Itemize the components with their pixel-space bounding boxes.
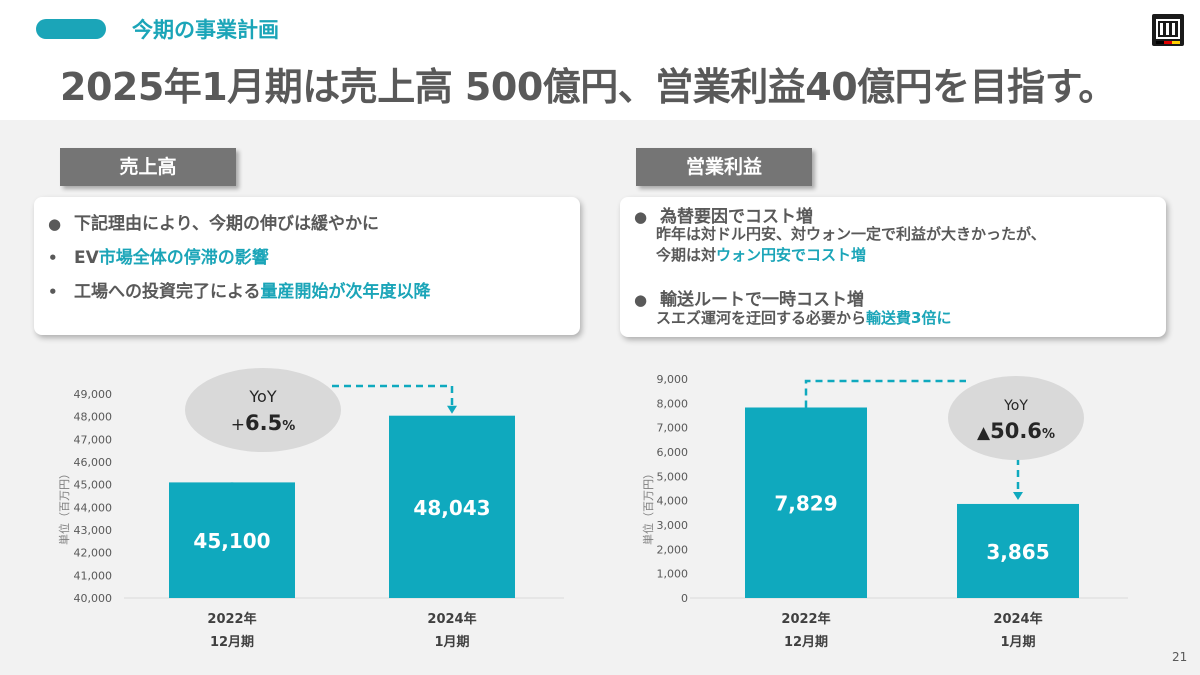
yoy-connector-line: [804, 379, 966, 408]
y-tick-label: 48,000: [74, 411, 113, 424]
profit-bullet-1: ● 為替要因でコスト増: [634, 202, 813, 227]
subtext-highlight: ウォン円安でコスト増: [716, 246, 867, 264]
arrow-down-icon: [447, 405, 457, 414]
bar-value-label: 3,865: [986, 540, 1049, 564]
yoy-label: YoY: [1003, 398, 1028, 414]
sales-reasons-card: ● 下記理由により、今期の伸びは緩やかに • EV市場全体の停滞の影響 • 工場への投…: [34, 197, 580, 335]
profit-reasons-card: ● 為替要因でコスト増 昨年は対ドル円安、対ウォン一定で利益が大きかったが、 今期…: [620, 197, 1166, 337]
y-tick-label: 0: [681, 592, 688, 605]
y-tick-label: 9,000: [657, 373, 689, 386]
y-tick-label: 41,000: [74, 569, 113, 582]
bullet-highlight: 量産開始が次年度以降: [260, 282, 431, 302]
bar-value-label: 48,043: [413, 496, 490, 520]
bullet-title: 為替要因でコスト増: [660, 207, 813, 227]
x-tick-label: 1月期: [434, 635, 469, 650]
y-tick-label: 6,000: [657, 446, 689, 459]
bullet-text: EV: [74, 248, 99, 268]
y-tick-label: 5,000: [657, 470, 689, 483]
x-tick-label: 12月期: [210, 635, 254, 650]
x-tick-label: 2022年: [781, 611, 830, 627]
x-tick-label: 2024年: [993, 611, 1042, 627]
sales-bullet-2: • EV市場全体の停滞の影響: [48, 243, 269, 268]
bar: [389, 415, 515, 598]
bar: [745, 407, 867, 598]
bar: [957, 503, 1079, 598]
arrow-down-icon: [1013, 491, 1023, 500]
profit-chart-svg: 0 1,000 2,000 3,000 4,000 5,000 6,000 7,000 8,00…: [657, 373, 1128, 650]
profit-y-axis-label: 単位（百万円）: [642, 468, 655, 545]
bullet-dot-icon: ●: [48, 215, 62, 233]
y-tick-label: 4,000: [657, 495, 689, 508]
bullet-dot-icon: •: [48, 249, 58, 267]
bullet-dot-icon: •: [48, 283, 58, 301]
yoy-bubble: [185, 368, 341, 452]
y-tick-label: 8,000: [657, 397, 689, 410]
profit-bullet-1-line-1: 昨年は対ドル円安、対ウォン一定で利益が大きかったが、: [656, 225, 1046, 243]
page-title: 2025年1月期は売上高 500億円、営業利益40億円を目指す。: [60, 65, 1116, 109]
y-tick-label: 3,000: [657, 519, 689, 532]
y-tick-label: 7,000: [657, 422, 689, 435]
bar-value-label: 7,829: [774, 492, 837, 516]
sales-y-axis-label: 単位（百万円）: [58, 468, 71, 545]
yoy-label: YoY: [248, 387, 276, 406]
yoy-value: +6.5%: [231, 411, 295, 435]
page-number: 21: [1172, 650, 1188, 664]
bar-value-label: 45,100: [193, 529, 270, 553]
company-logo-icon: [1152, 14, 1184, 46]
sales-bullet-3: • 工場への投資完了による量産開始が次年度以降: [48, 277, 431, 302]
profit-bullet-1-line-2: 今期は対ウォン円安でコスト増: [656, 244, 866, 265]
operating-profit-tag: 営業利益: [636, 148, 812, 186]
bullet-text: 下記理由により、今期の伸びは緩やかに: [74, 214, 379, 234]
sales-bullet-1: ● 下記理由により、今期の伸びは緩やかに: [48, 209, 379, 234]
y-tick-label: 49,000: [74, 388, 113, 401]
subtext-prefix: スエズ運河を迂回する必要から: [656, 309, 867, 327]
y-tick-label: 2,000: [657, 543, 689, 556]
profit-bullet-2-line-1: スエズ運河を迂回する必要から輸送費3倍に: [656, 307, 951, 328]
y-tick-label: 47,000: [74, 433, 113, 446]
x-tick-label: 12月期: [784, 635, 828, 650]
header: 今期の事業計画 2025年1月期は売上高 500億円、営業利益40億円を目指す。: [0, 0, 1200, 120]
y-tick-label: 42,000: [74, 547, 113, 560]
yoy-value: ▲50.6%: [977, 419, 1055, 443]
subtext-highlight: 輸送費3倍に: [866, 309, 952, 327]
y-tick-label: 40,000: [74, 592, 113, 605]
sales-chart-svg: 40,000 41,000 42,000 43,000 44,000 45,000 46,0…: [74, 368, 564, 650]
bullet-dot-icon: ●: [634, 208, 648, 226]
yoy-connector-line: [332, 384, 454, 406]
x-tick-label: 2022年: [207, 611, 256, 627]
subtext-prefix: 今期は対: [656, 246, 717, 264]
profit-bullet-2: ● 輸送ルートで一時コスト増: [634, 285, 864, 310]
y-tick-label: 43,000: [74, 524, 113, 537]
y-tick-label: 1,000: [657, 568, 689, 581]
bullet-dot-icon: ●: [634, 291, 648, 309]
x-tick-label: 2024年: [427, 611, 476, 627]
section-accent-pill: [36, 19, 106, 39]
sales-chart: 40,000 41,000 42,000 43,000 44,000 45,000 46,0…: [0, 340, 600, 675]
y-tick-label: 44,000: [74, 501, 113, 514]
bullet-title: 輸送ルートで一時コスト増: [660, 290, 864, 310]
section-label: 今期の事業計画: [132, 18, 279, 42]
yoy-bubble: [948, 376, 1084, 460]
y-tick-label: 45,000: [74, 479, 113, 492]
bar: [169, 482, 295, 598]
sales-tag: 売上高: [60, 148, 236, 186]
y-tick-label: 46,000: [74, 456, 113, 469]
bullet-text: 工場への投資完了による: [74, 282, 261, 302]
x-tick-label: 1月期: [1000, 635, 1035, 650]
profit-chart: 0 1,000 2,000 3,000 4,000 5,000 6,000 7,000 8,00…: [600, 340, 1200, 675]
bullet-highlight: 市場全体の停滞の影響: [98, 248, 269, 268]
